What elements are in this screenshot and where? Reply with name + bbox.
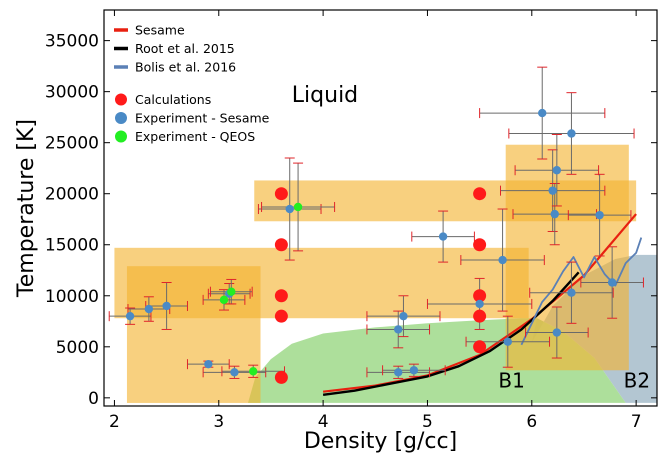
point-calculations bbox=[274, 187, 288, 201]
legend-entry-label: Experiment - Sesame bbox=[135, 111, 270, 126]
point-calculations bbox=[473, 309, 487, 323]
x-tick-label: 5 bbox=[422, 412, 433, 432]
y-tick-label: 35000 bbox=[45, 32, 99, 52]
legend-entry-label: Experiment - QEOS bbox=[135, 129, 255, 144]
y-tick-label: 30000 bbox=[45, 83, 99, 103]
series-line-root-et-al-2015 bbox=[322, 271, 580, 396]
x-tick-label: 4 bbox=[318, 412, 329, 432]
legend: Sesame Root et al. 2015 Bolis et al. 2016 C… bbox=[114, 23, 270, 144]
y-tick-label: 10000 bbox=[45, 287, 99, 307]
point-experiment-sesame bbox=[567, 288, 576, 297]
point-calculations bbox=[473, 238, 487, 252]
annotation-b1: B1 bbox=[498, 369, 524, 393]
point-experiment-sesame bbox=[503, 337, 512, 346]
series-line-bolis-et-al-2016 bbox=[520, 237, 643, 346]
point-experiment-sesame bbox=[552, 166, 562, 175]
uncertainty-band-1 bbox=[126, 266, 261, 403]
legend-entry-label: Sesame bbox=[135, 23, 185, 38]
point-experiment-sesame bbox=[204, 359, 213, 369]
x-tick-label: 7 bbox=[631, 412, 642, 432]
legend-swatch-marker bbox=[115, 93, 127, 106]
annotations: Liquid B1 B2 bbox=[292, 83, 650, 393]
point-experiment-sesame bbox=[548, 186, 557, 195]
axes: 2 3 4 5 6 7 0 5000 10000 15000 20000 25000 30000 3500… bbox=[45, 9, 658, 432]
uncertainty-band-3 bbox=[505, 144, 629, 371]
legend-swatch-marker bbox=[115, 130, 127, 143]
point-experiment-sesame bbox=[394, 325, 403, 334]
point-experiment-qeos bbox=[227, 287, 236, 296]
point-experiment-sesame bbox=[567, 129, 576, 138]
y-tick-label: 0 bbox=[88, 389, 99, 409]
legend-entry-label: Calculations bbox=[135, 92, 211, 107]
y-tick-label: 5000 bbox=[56, 338, 99, 358]
point-experiment-sesame bbox=[162, 301, 171, 311]
legend-entry-label: Bolis et al. 2016 bbox=[135, 60, 236, 75]
point-experiment-sesame bbox=[144, 304, 154, 314]
point-experiment-sesame bbox=[230, 368, 239, 377]
x-tick-label: 2 bbox=[109, 412, 120, 432]
point-experiment-sesame bbox=[394, 368, 403, 377]
point-experiment-sesame bbox=[399, 311, 408, 321]
point-calculations bbox=[473, 340, 487, 354]
y-tick-label: 20000 bbox=[45, 185, 99, 205]
point-experiment-qeos bbox=[249, 367, 258, 376]
plot-frame bbox=[103, 9, 658, 407]
point-calculations bbox=[274, 309, 288, 323]
x-tick-label: 3 bbox=[213, 412, 224, 432]
point-experiment-qeos bbox=[219, 295, 229, 305]
point-experiment-sesame bbox=[475, 299, 484, 309]
point-calculations bbox=[473, 289, 487, 303]
point-experiment-sesame bbox=[607, 278, 617, 287]
point-experiment-sesame bbox=[550, 209, 559, 219]
model-curves bbox=[322, 213, 643, 396]
point-experiment-sesame bbox=[498, 255, 507, 265]
data-points bbox=[125, 108, 617, 384]
point-calculations bbox=[274, 370, 288, 384]
point-experiment-sesame bbox=[125, 311, 135, 321]
point-experiment-sesame bbox=[538, 108, 547, 118]
point-experiment-sesame bbox=[438, 232, 448, 241]
y-tick-label: 25000 bbox=[45, 134, 99, 154]
point-calculations bbox=[274, 238, 288, 252]
legend-swatch-marker bbox=[115, 112, 127, 124]
point-calculations bbox=[473, 187, 487, 201]
y-axis-title: Temperature [K] bbox=[14, 119, 39, 298]
point-experiment-sesame bbox=[552, 328, 562, 337]
y-tick-label: 15000 bbox=[45, 236, 99, 256]
point-calculations bbox=[274, 289, 288, 303]
annotation-b2: B2 bbox=[624, 369, 650, 393]
annotation-liquid: Liquid bbox=[292, 83, 358, 108]
legend-entry-label: Root et al. 2015 bbox=[135, 41, 235, 56]
point-experiment-sesame bbox=[595, 210, 604, 220]
point-experiment-sesame bbox=[285, 204, 294, 214]
point-experiment-qeos bbox=[293, 202, 303, 212]
x-axis-title: Density [g/cc] bbox=[304, 429, 457, 454]
x-tick-label: 6 bbox=[526, 412, 537, 432]
point-experiment-sesame bbox=[409, 366, 419, 375]
